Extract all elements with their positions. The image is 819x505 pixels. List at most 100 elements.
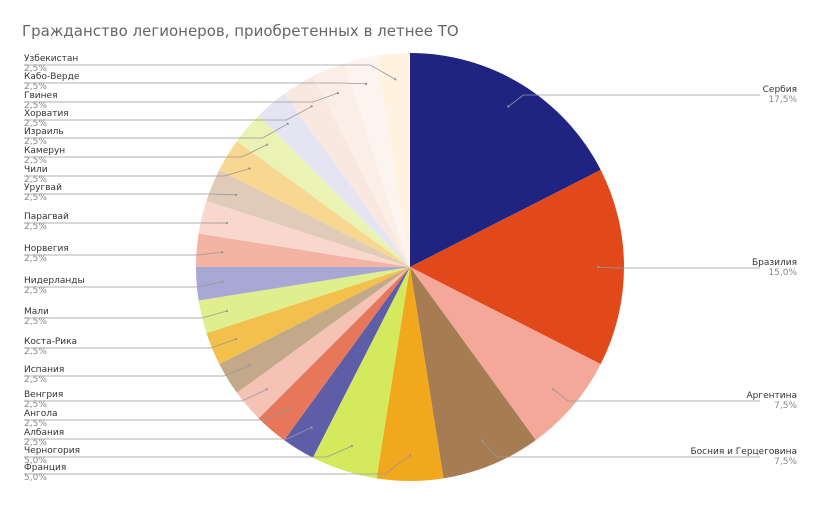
slice-value-label: 2,5%	[24, 119, 47, 129]
slice-value-label: 2,5%	[24, 101, 47, 111]
pie-slice	[219, 141, 410, 267]
pie-slice	[284, 267, 410, 458]
leader-line	[24, 338, 237, 349]
pie-slice	[376, 267, 444, 481]
slice-value-label: 2,5%	[24, 193, 47, 203]
pie-slice	[206, 267, 410, 365]
slice-label: Мали	[24, 307, 49, 317]
slice-value-label: 15,0%	[768, 268, 797, 278]
leader-dot	[265, 143, 269, 146]
leader-line	[24, 106, 312, 121]
pie-slice	[196, 233, 410, 267]
slice-label: Аргентина	[746, 391, 797, 401]
slice-value-label: 2,5%	[24, 254, 47, 264]
slice-label: Черногория	[24, 446, 80, 456]
slice-value-label: 2,5%	[24, 175, 47, 185]
pie-slice	[410, 169, 624, 365]
slice-value-label: 2,5%	[24, 317, 47, 327]
leader-line	[24, 310, 227, 319]
leader-line	[481, 440, 760, 458]
leader-line	[24, 123, 288, 139]
leader-dot	[507, 105, 510, 108]
slice-value-label: 5,0%	[24, 456, 47, 466]
leader-line	[24, 445, 352, 458]
leader-dot	[350, 444, 354, 448]
slice-value-label: 7,5%	[774, 401, 797, 411]
slice-value-label: 17,5%	[768, 95, 797, 105]
leader-line	[24, 251, 223, 256]
leader-line	[24, 144, 267, 158]
slice-value-label: 2,5%	[24, 222, 47, 232]
slice-value-label: 2,5%	[24, 375, 47, 385]
slice-value-label: 5,0%	[24, 473, 47, 483]
pie-slice	[343, 55, 410, 267]
slice-value-label: 2,5%	[24, 137, 47, 147]
leader-line	[24, 365, 250, 377]
leader-dot	[265, 388, 269, 391]
slice-label: Босния и Герцеговина	[690, 447, 797, 457]
slice-label: Израиль	[24, 127, 64, 137]
pie-slice	[236, 267, 410, 419]
slice-label: Хорватия	[24, 109, 69, 119]
leader-line	[24, 193, 237, 196]
slice-label: Парагвай	[24, 212, 69, 222]
leader-dot	[551, 388, 555, 391]
pie-slice	[284, 76, 410, 267]
slice-value-label: 2,5%	[24, 82, 47, 92]
leader-line	[24, 82, 367, 85]
slice-value-label: 2,5%	[24, 419, 47, 429]
leader-dot	[225, 309, 229, 313]
slice-label: Уругвай	[24, 183, 62, 193]
slice-label: Коста-Рика	[24, 337, 77, 347]
slice-value-label: 2,5%	[24, 400, 47, 410]
leader-dot	[597, 265, 600, 269]
slice-label: Норвегия	[24, 244, 69, 254]
leader-line	[24, 454, 411, 475]
slice-value-label: 2,5%	[24, 347, 47, 357]
slice-value-label: 2,5%	[24, 286, 47, 296]
leader-dot	[310, 426, 313, 429]
leader-line	[24, 281, 223, 288]
slice-label: Албания	[24, 428, 64, 438]
pie-slice	[410, 53, 601, 267]
pie-slice	[312, 267, 410, 479]
slice-value-label: 7,5%	[774, 457, 797, 467]
leader-dot	[248, 167, 251, 170]
leader-dot	[225, 221, 229, 225]
leader-line	[552, 388, 760, 402]
leader-line	[24, 427, 312, 440]
slice-label: Камерун	[24, 146, 65, 156]
leader-dot	[221, 251, 224, 254]
leader-line	[24, 409, 288, 421]
slice-label: Гвинея	[24, 91, 57, 101]
leader-dot	[234, 193, 238, 197]
slice-label: Бразилия	[752, 258, 797, 268]
slice-label: Чили	[24, 165, 48, 175]
pie-slice	[236, 115, 410, 268]
pie-slice	[198, 267, 410, 334]
leader-dot	[408, 454, 412, 457]
pie-slice	[410, 267, 601, 441]
slice-label: Испания	[24, 365, 64, 375]
pie-slice	[206, 169, 410, 267]
slice-label: Узбекистан	[24, 54, 78, 64]
leader-dot	[234, 337, 238, 341]
pie-slice	[258, 93, 410, 267]
leader-dot	[394, 78, 397, 81]
leader-line	[598, 266, 760, 269]
slice-value-label: 2,5%	[24, 438, 47, 448]
pie-slice	[376, 53, 410, 267]
pie-slice	[410, 267, 536, 479]
leader-dot	[286, 408, 289, 412]
leader-line	[24, 92, 339, 103]
pie-slice	[258, 267, 410, 441]
slice-value-label: 2,5%	[24, 156, 47, 166]
leader-line	[508, 94, 760, 107]
pie-slice	[219, 267, 410, 393]
leader-dot	[336, 91, 340, 95]
leader-dot	[221, 280, 224, 283]
slice-label: Сербия	[763, 85, 797, 95]
chart-title: Гражданство легионеров, приобретенных в …	[22, 22, 459, 40]
